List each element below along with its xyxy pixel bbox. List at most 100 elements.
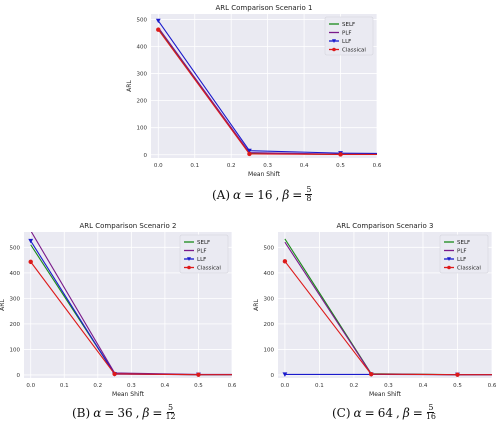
legend-marker xyxy=(187,257,191,261)
beta-symbol: β xyxy=(142,405,150,420)
y-tick-label: 300 xyxy=(264,296,275,302)
data-point-classical xyxy=(112,371,117,377)
series-line-classical xyxy=(157,29,377,156)
y-tick-label: 500 xyxy=(264,245,275,251)
beta-fraction: 5 16 xyxy=(426,404,436,421)
chart-title: ARL Comparison Scenario 2 xyxy=(79,222,176,230)
caption-b: (B) α = 36, β = 5 12 xyxy=(72,403,176,421)
chart-panel-1: 0.0 0.1 0.2 0.3 0.4 0.5 0.6 0 100 200 300 400 500 ARL… xyxy=(115,0,385,180)
legend-marker xyxy=(332,39,336,43)
y-tick-label: 200 xyxy=(264,322,275,328)
beta-numerator: 5 xyxy=(167,403,175,413)
x-tick-label: 0.6 xyxy=(228,383,237,389)
x-tick-label: 0.5 xyxy=(194,383,203,389)
x-tick-label: 0.6 xyxy=(373,163,382,169)
y-tick-label: 100 xyxy=(137,126,148,132)
y-tick-label: 500 xyxy=(137,17,148,23)
beta-fraction: 5 8 xyxy=(305,185,313,203)
beta-denominator: 16 xyxy=(425,412,437,421)
x-tick-label: 0.0 xyxy=(154,163,163,169)
data-point-classical xyxy=(368,371,374,377)
legend-label: LLF xyxy=(457,257,466,263)
series-group xyxy=(284,238,492,376)
x-tick-label: 0.3 xyxy=(384,383,393,389)
y-tick-label: 0 xyxy=(17,373,21,379)
beta-symbol: β xyxy=(282,187,290,202)
chart-panel-2: 0.0 0.1 0.2 0.3 0.4 0.5 0.6 0 100 200 300 400 500 ARL… xyxy=(0,218,240,398)
x-tick-label: 0.5 xyxy=(336,163,345,169)
y-tick-label: 500 xyxy=(10,245,21,251)
y-tick-label: 300 xyxy=(137,72,148,78)
x-axis-label: Mean Shift xyxy=(248,171,281,178)
legend-marker xyxy=(187,265,191,270)
y-axis-label: ARL xyxy=(126,80,133,92)
data-point-classical xyxy=(338,152,343,157)
series-line-llf xyxy=(157,20,377,154)
alpha-symbol: α xyxy=(353,405,362,420)
data-point-llf xyxy=(282,372,288,377)
y-tick-label: 400 xyxy=(10,271,21,277)
alpha-symbol: α xyxy=(233,187,242,202)
data-point-classical xyxy=(455,372,460,377)
legend-marker xyxy=(332,47,336,52)
series-group xyxy=(30,232,232,376)
x-tick-label: 0.1 xyxy=(60,383,69,389)
chart-panel-3: 0.0 0.1 0.2 0.3 0.4 0.5 0.6 0 100 200 300 400 500 ARL… xyxy=(253,218,500,398)
series-line-classical xyxy=(30,261,232,376)
legend-label: Classical xyxy=(457,266,481,272)
caption-label: (A) xyxy=(212,187,231,202)
y-tick-label: 300 xyxy=(10,296,21,302)
x-tick-label: 0.0 xyxy=(26,383,35,389)
alpha-value: 16 xyxy=(257,187,273,202)
x-tick-label: 0.4 xyxy=(161,383,170,389)
legend-label: SELF xyxy=(342,22,355,28)
caption-c: (C) α = 64, β = 5 16 xyxy=(332,403,437,421)
legend-box xyxy=(179,234,229,274)
legend-label: SELF xyxy=(197,240,210,246)
series-group xyxy=(157,20,377,156)
y-axis-label: ARL xyxy=(253,299,260,311)
y-tick-label: 100 xyxy=(10,347,21,353)
data-point-classical xyxy=(247,151,252,157)
data-point-classical xyxy=(282,259,288,264)
legend-label: LLF xyxy=(197,257,206,263)
y-axis-label: ARL xyxy=(0,299,6,311)
legend-label: PLF xyxy=(342,31,352,37)
x-tick-label: 0.2 xyxy=(227,163,236,169)
x-tick-label: 0.1 xyxy=(315,383,324,389)
chart-2: 0.0 0.1 0.2 0.3 0.4 0.5 0.6 0 100 200 300 400 500 ARL… xyxy=(0,222,237,398)
x-axis-label: Mean Shift xyxy=(369,391,402,398)
data-point-llf xyxy=(247,148,252,154)
x-tick-label: 0.3 xyxy=(263,163,272,169)
legend-label: PLF xyxy=(197,249,207,255)
x-tick-label: 0.2 xyxy=(350,383,359,389)
alpha-value: 64 xyxy=(377,405,393,420)
caption-a: (A) α = 16, β = 5 8 xyxy=(212,185,313,203)
y-tick-label: 100 xyxy=(264,347,275,353)
alpha-value: 36 xyxy=(117,405,133,420)
x-tick-label: 0.3 xyxy=(127,383,136,389)
chart-1: 0.0 0.1 0.2 0.3 0.4 0.5 0.6 0 100 200 300 400 500 ARL… xyxy=(126,4,382,178)
series-line-classical xyxy=(284,261,492,376)
y-tick-label: 200 xyxy=(137,99,148,105)
y-tick-label: 0 xyxy=(144,153,148,159)
legend-label: LLF xyxy=(342,39,351,45)
x-axis-label: Mean Shift xyxy=(112,391,145,398)
chart-title: ARL Comparison Scenario 1 xyxy=(215,4,312,12)
alpha-symbol: α xyxy=(93,405,102,420)
y-tick-label: 400 xyxy=(137,44,148,50)
beta-denominator: 12 xyxy=(165,412,176,421)
y-tick-label: 200 xyxy=(10,322,21,328)
legend-label: SELF xyxy=(457,240,470,246)
data-point-classical xyxy=(156,27,161,32)
legend-box xyxy=(439,234,489,274)
x-tick-label: 0.5 xyxy=(453,383,462,389)
legend-label: PLF xyxy=(457,249,467,255)
beta-numerator: 5 xyxy=(427,403,435,413)
legend-label: Classical xyxy=(342,48,366,54)
data-point-classical xyxy=(196,372,201,377)
chart-title: ARL Comparison Scenario 3 xyxy=(336,222,433,230)
legend-label: Classical xyxy=(197,266,221,272)
legend-marker xyxy=(447,257,451,261)
beta-numerator: 5 xyxy=(305,185,313,195)
